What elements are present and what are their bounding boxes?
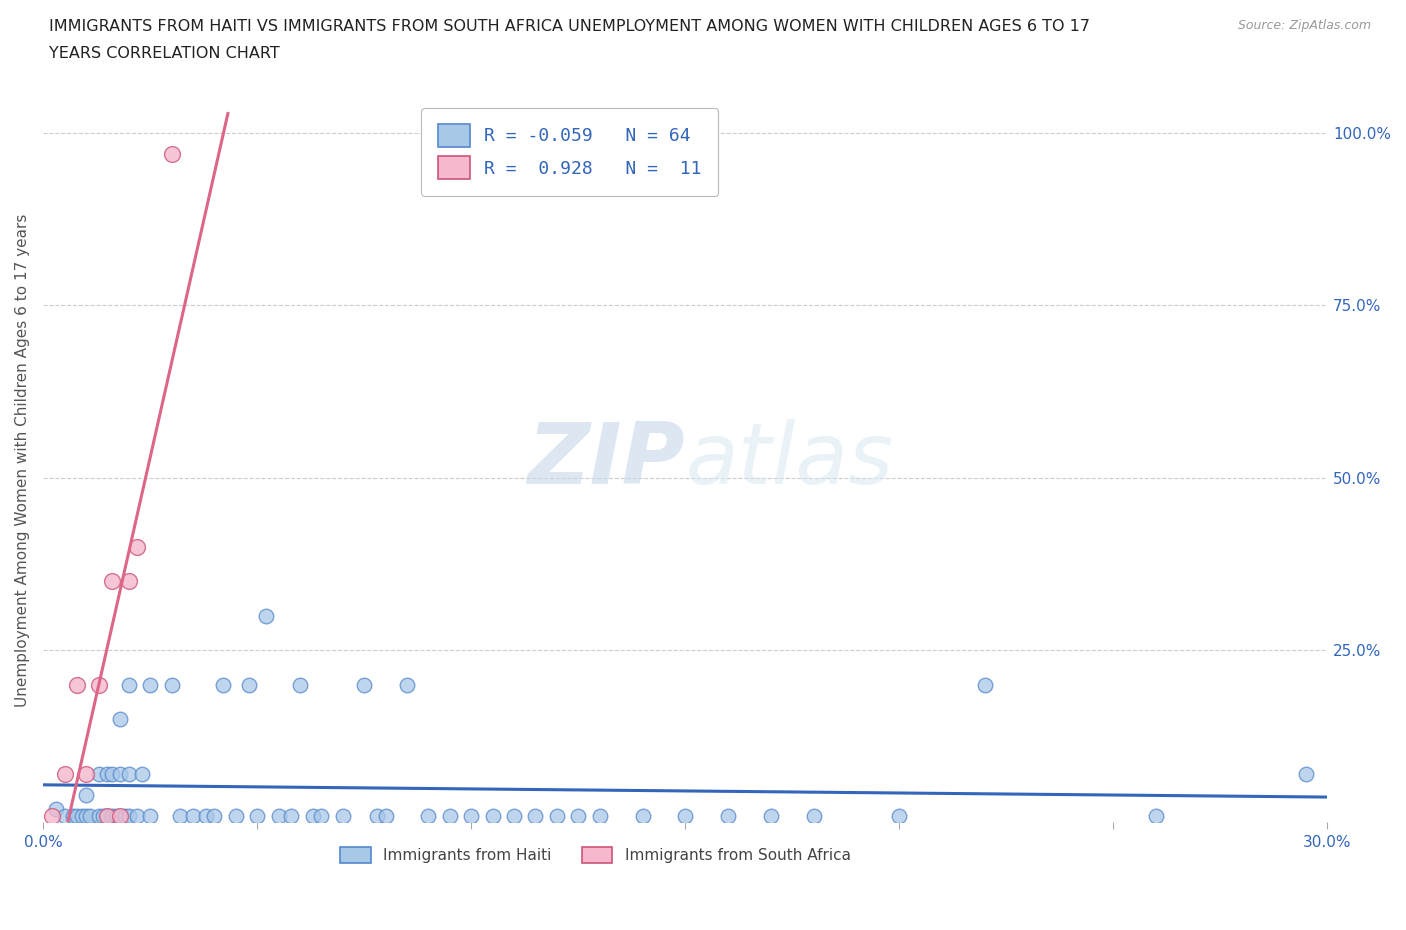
Point	[66, 677, 89, 692]
Point	[353, 677, 375, 692]
Point	[75, 788, 97, 803]
Point	[225, 808, 247, 823]
Text: YEARS CORRELATION CHART: YEARS CORRELATION CHART	[49, 46, 280, 61]
Point	[460, 808, 482, 823]
Point	[759, 808, 782, 823]
Point	[110, 808, 132, 823]
Point	[131, 766, 153, 781]
Point	[204, 808, 226, 823]
Point	[267, 808, 290, 823]
Point	[91, 808, 114, 823]
Point	[194, 808, 217, 823]
Point	[974, 677, 997, 692]
Point	[302, 808, 325, 823]
Point	[96, 766, 118, 781]
Legend: Immigrants from Haiti, Immigrants from South Africa: Immigrants from Haiti, Immigrants from S…	[335, 841, 856, 869]
Text: IMMIGRANTS FROM HAITI VS IMMIGRANTS FROM SOUTH AFRICA UNEMPLOYMENT AMONG WOMEN W: IMMIGRANTS FROM HAITI VS IMMIGRANTS FROM…	[49, 19, 1090, 33]
Point	[87, 766, 110, 781]
Point	[139, 808, 162, 823]
Point	[546, 808, 568, 823]
Point	[1295, 766, 1317, 781]
Point	[118, 574, 141, 589]
Point	[418, 808, 440, 823]
Point	[481, 808, 503, 823]
Point	[439, 808, 461, 823]
Point	[366, 808, 388, 823]
Text: ZIP: ZIP	[527, 419, 685, 502]
Point	[803, 808, 825, 823]
Point	[127, 808, 149, 823]
Text: Source: ZipAtlas.com: Source: ZipAtlas.com	[1237, 19, 1371, 32]
Point	[75, 766, 97, 781]
Point	[62, 808, 84, 823]
Point	[288, 677, 311, 692]
Point	[79, 808, 101, 823]
Point	[332, 808, 354, 823]
Point	[396, 677, 419, 692]
Point	[169, 808, 191, 823]
Point	[717, 808, 740, 823]
Y-axis label: Unemployment Among Women with Children Ages 6 to 17 years: Unemployment Among Women with Children A…	[15, 214, 30, 707]
Point	[238, 677, 260, 692]
Point	[160, 146, 183, 161]
Point	[114, 808, 136, 823]
Point	[53, 766, 76, 781]
Text: atlas: atlas	[685, 419, 893, 502]
Point	[45, 802, 67, 817]
Point	[280, 808, 302, 823]
Point	[567, 808, 589, 823]
Point	[104, 808, 127, 823]
Point	[254, 608, 277, 623]
Point	[118, 766, 141, 781]
Point	[100, 574, 122, 589]
Point	[181, 808, 204, 823]
Point	[53, 808, 76, 823]
Point	[246, 808, 269, 823]
Point	[96, 808, 118, 823]
Point	[160, 677, 183, 692]
Point	[589, 808, 612, 823]
Point	[503, 808, 526, 823]
Point	[118, 808, 141, 823]
Point	[41, 808, 63, 823]
Point	[75, 808, 97, 823]
Point	[311, 808, 333, 823]
Point	[524, 808, 547, 823]
Point	[96, 808, 118, 823]
Point	[374, 808, 396, 823]
Point	[110, 711, 132, 726]
Point	[139, 677, 162, 692]
Point	[212, 677, 235, 692]
Point	[66, 808, 89, 823]
Point	[87, 677, 110, 692]
Point	[889, 808, 911, 823]
Point	[631, 808, 654, 823]
Point	[673, 808, 696, 823]
Point	[110, 766, 132, 781]
Point	[127, 539, 149, 554]
Point	[70, 808, 93, 823]
Point	[100, 766, 122, 781]
Point	[87, 808, 110, 823]
Point	[100, 808, 122, 823]
Point	[1144, 808, 1167, 823]
Point	[118, 677, 141, 692]
